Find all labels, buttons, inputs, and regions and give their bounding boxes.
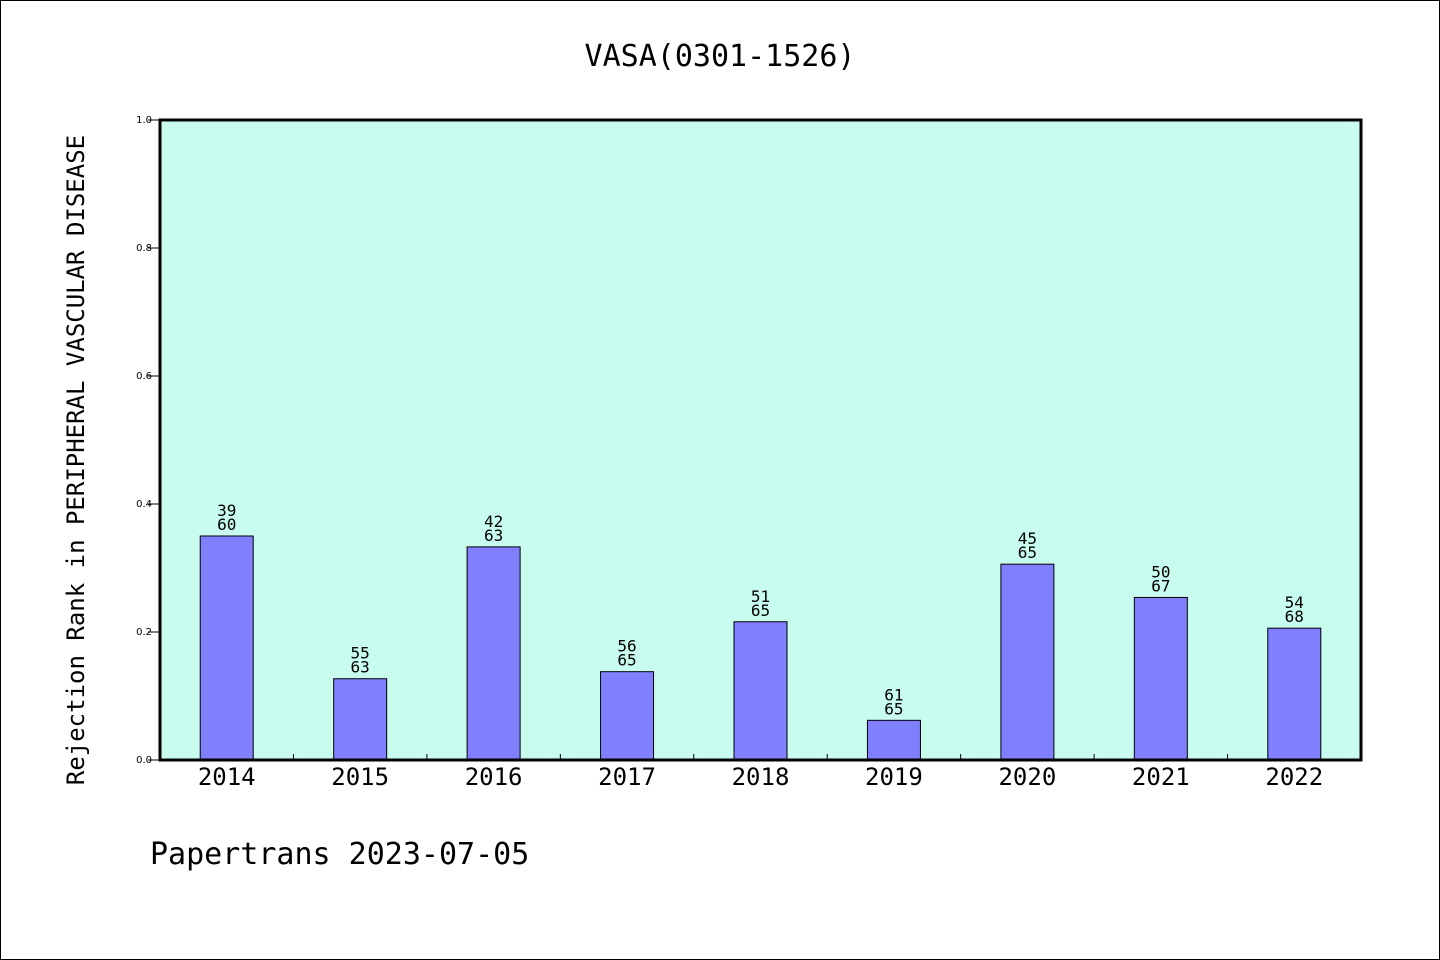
x-axis-ticks: 2014 2015 2016 2017 2018 2019 2020 2021 2022 [198, 754, 1323, 791]
bar [1133, 596, 1188, 761]
bar-label-bottom: 65 [1018, 543, 1037, 562]
bar-label-bottom: 68 [1285, 607, 1304, 626]
bar-label-bottom: 63 [484, 526, 503, 545]
bar [600, 671, 655, 761]
bar-label-bottom: 67 [1151, 576, 1170, 595]
y-tick-label: 0.8 [136, 243, 152, 254]
bar-label-top: 50 [1151, 562, 1170, 581]
y-tick-label: 0.6 [136, 371, 152, 382]
y-tick-label: 0.4 [136, 499, 152, 510]
x-tick-label: 2019 [865, 763, 923, 791]
bar-label-top: 54 [1285, 593, 1304, 612]
x-tick-label: 2022 [1265, 763, 1323, 791]
x-tick-label: 2016 [465, 763, 523, 791]
x-tick-label: 2021 [1132, 763, 1190, 791]
bar-label-bottom: 65 [617, 651, 636, 670]
bar-label-top: 39 [217, 501, 236, 520]
bar [1000, 563, 1055, 761]
y-tick-label: 0.2 [136, 627, 152, 638]
bar [1267, 627, 1322, 761]
bar-label-top: 56 [617, 637, 636, 656]
bar [866, 719, 921, 761]
y-axis-ticks: 0.0 0.2 0.4 0.6 0.8 1.0 [136, 115, 160, 766]
y-tick-label: 0.0 [136, 755, 152, 766]
chart-title: VASA(0301-1526) [585, 39, 856, 74]
bar [199, 535, 254, 761]
x-tick-label: 2017 [598, 763, 656, 791]
x-tick-label: 2020 [998, 763, 1056, 791]
y-axis-label: Rejection Rank in PERIPHERAL VASCULAR DI… [62, 135, 90, 785]
x-tick-label: 2014 [198, 763, 256, 791]
x-tick-label: 2018 [732, 763, 790, 791]
bar [733, 621, 788, 761]
x-tick-label: 2015 [331, 763, 389, 791]
bar-label-bottom: 65 [751, 601, 770, 620]
bar-label-top: 55 [351, 644, 370, 663]
bar-label-top: 61 [884, 685, 903, 704]
y-tick-label: 1.0 [136, 115, 152, 126]
footer-text: Papertrans 2023-07-05 [150, 837, 529, 872]
bar-label-top: 42 [484, 512, 503, 531]
plot-border [158, 118, 1363, 762]
bar [466, 546, 521, 761]
bar-label-bottom: 60 [217, 515, 236, 534]
bar-label-bottom: 65 [884, 699, 903, 718]
bar-label-top: 51 [751, 587, 770, 606]
bar-label-top: 45 [1018, 529, 1037, 548]
bar [333, 678, 388, 761]
bar-label-bottom: 63 [351, 658, 370, 677]
